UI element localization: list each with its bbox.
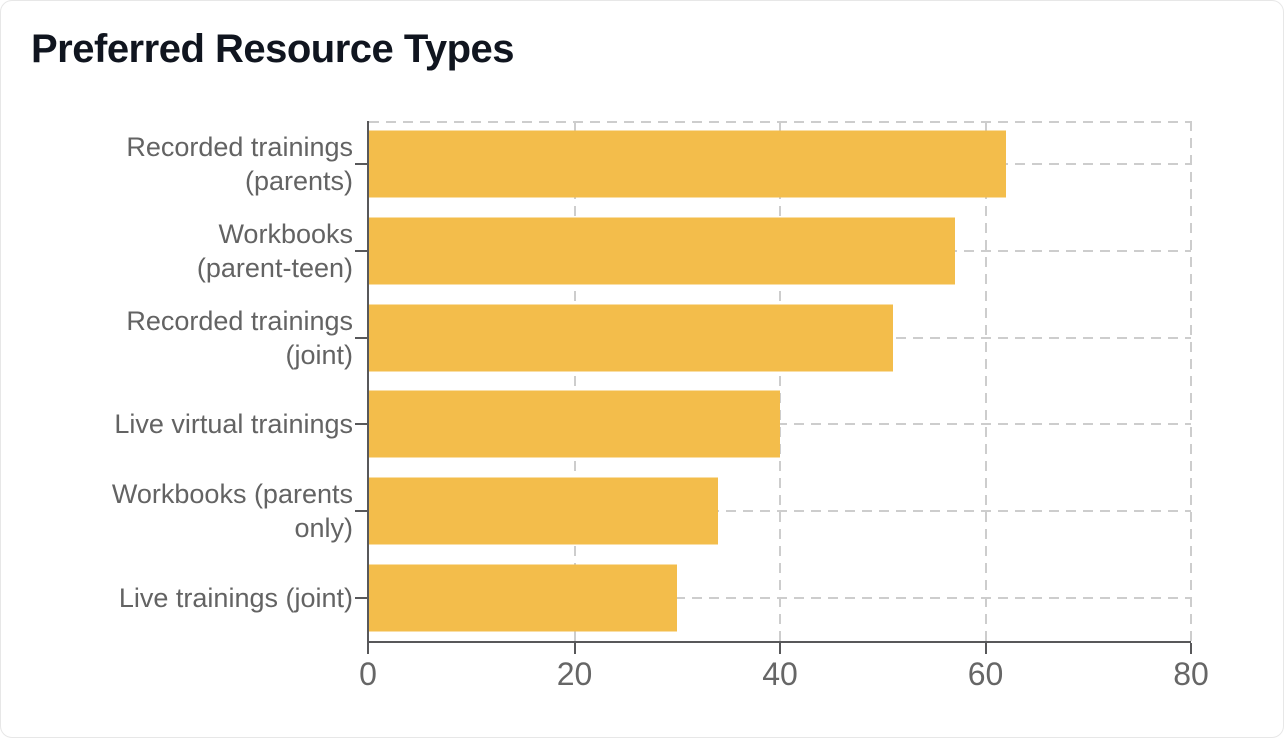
bar-row: [369, 381, 1191, 468]
vertical-gridline: [1190, 121, 1192, 641]
horizontal-gridline: [369, 509, 1191, 512]
bar-row: [369, 121, 1191, 208]
x-axis-tick: [984, 643, 987, 654]
y-axis-labels: Recorded trainings (parents) Workbooks (p…: [1, 121, 353, 643]
x-axis-tick-label: 20: [556, 656, 593, 692]
bar-chart-plot-area: 0 20 40 60 80: [355, 121, 1209, 692]
bar: [369, 130, 1007, 198]
vertical-gridline: [573, 121, 576, 641]
bar-row: [369, 294, 1191, 381]
x-axis-tick-label: 60: [967, 656, 1004, 692]
category-label-row: Workbooks (parent-teen): [1, 208, 353, 295]
bar: [369, 217, 955, 285]
bar-row: [369, 468, 1191, 555]
x-axis-tick-label: 80: [1173, 656, 1209, 692]
category-label-row: Live virtual trainings: [1, 381, 353, 468]
horizontal-gridline: [369, 596, 1191, 599]
bar-row: [369, 208, 1191, 295]
x-axis-tick: [367, 643, 369, 654]
category-label-row: Live trainings (joint): [1, 554, 353, 641]
category-label-row: Recorded trainings (parents): [1, 121, 353, 208]
bar: [369, 304, 894, 372]
category-label: Recorded trainings (parents): [126, 132, 353, 197]
category-label-row: Recorded trainings (joint): [1, 294, 353, 381]
category-label: Live trainings (joint): [118, 582, 353, 613]
y-axis-tick: [355, 336, 367, 339]
category-label-row: Workbooks (parents only): [1, 468, 353, 555]
x-axis-tick: [1190, 643, 1192, 654]
x-axis-tick: [779, 643, 781, 654]
y-axis-tick: [355, 250, 367, 252]
x-axis-tick-label: 0: [359, 656, 377, 692]
horizontal-gridline: [369, 423, 1191, 426]
category-label: Workbooks (parent-teen): [196, 218, 353, 283]
y-axis-tick: [355, 423, 367, 426]
bar-row: [369, 554, 1191, 641]
bar: [369, 390, 780, 458]
x-axis-tick: [573, 643, 576, 654]
category-label: Recorded trainings (joint): [126, 305, 353, 370]
category-label: Live virtual trainings: [114, 409, 353, 440]
bar: [369, 477, 719, 545]
vertical-gridline: [984, 121, 987, 641]
bar: [369, 564, 678, 632]
x-axis-tick-label: 40: [762, 656, 798, 692]
category-label: Workbooks (parents only): [111, 478, 353, 543]
y-axis-tick: [355, 596, 367, 599]
y-axis-tick: [355, 510, 367, 512]
y-axis-tick: [355, 163, 367, 166]
chart-title: Preferred Resource Types: [31, 27, 515, 71]
vertical-gridline: [779, 121, 781, 641]
